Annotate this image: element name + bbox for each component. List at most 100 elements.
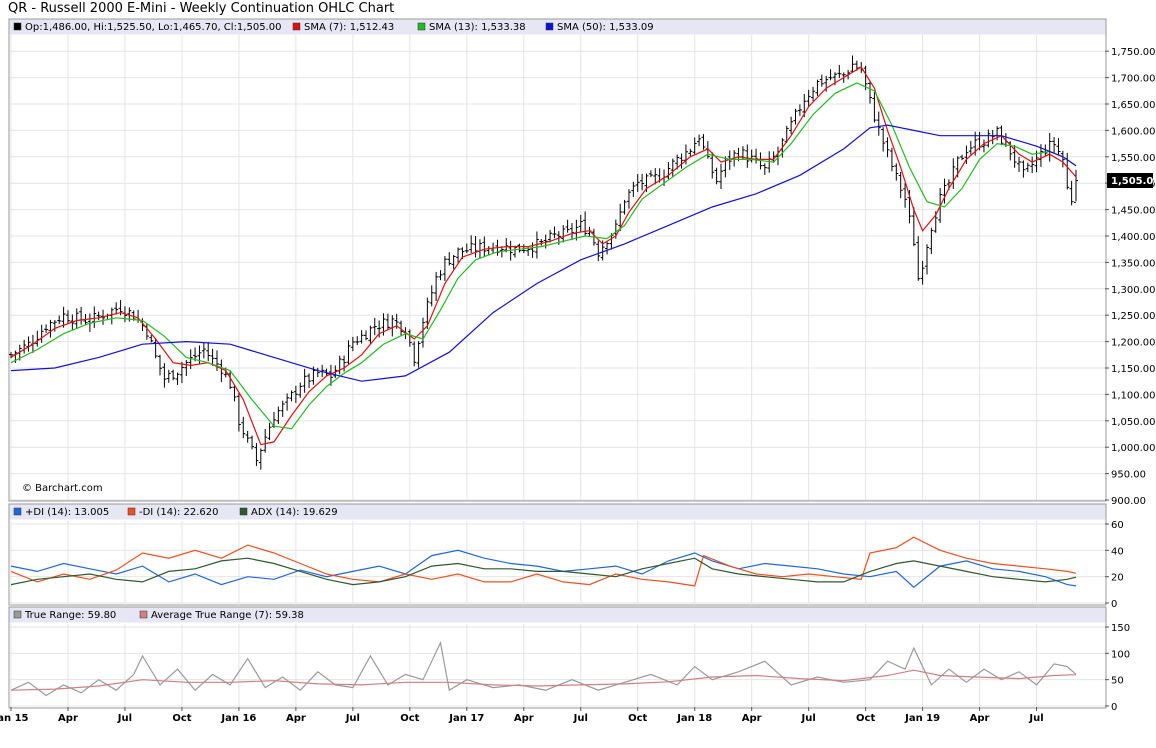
ohlc-bar: [307, 373, 312, 388]
ohlc-bar: [942, 178, 947, 204]
ohlc-bar: [964, 145, 969, 165]
ohlc-bar: [206, 342, 211, 362]
ohlc-bar: [1017, 156, 1022, 172]
tr-axis: 0 50 100 150: [1105, 623, 1130, 713]
ohlc-bar: [61, 306, 66, 328]
ohlc-bar: [815, 79, 820, 96]
ohlc-bar: [1060, 150, 1065, 168]
ohlc-bar: [158, 354, 163, 376]
ohlc-bar: [806, 89, 811, 107]
price-tick: 1,150.00: [1111, 364, 1156, 375]
legend-swatch: [139, 610, 148, 619]
price-tick: 1,250.00: [1111, 311, 1156, 322]
ohlc-bar: [153, 338, 158, 359]
ohlc-bar: [96, 311, 101, 321]
legend-label: True Range: 59.80: [24, 610, 116, 621]
legend-label: Op:1,486.00, Hi:1,525.50, Lo:1,465.70, C…: [25, 22, 281, 33]
ohlc-bar: [201, 342, 206, 359]
ohlc-bar: [701, 134, 706, 150]
ohlc-bar: [425, 297, 430, 329]
ohlc-bar: [92, 306, 97, 328]
legend-label: SMA (7): 1,512.43: [304, 22, 394, 33]
ohlc-bar: [981, 139, 986, 153]
ohlc-bar: [267, 422, 272, 441]
price-axis: 900.00 950.00 1,000.00 1,050.00 1,100.00 1,15…: [1105, 47, 1156, 507]
ohlc-bar: [868, 81, 873, 104]
ohlc-bar: [44, 324, 49, 333]
ohlc-bar: [263, 428, 268, 453]
ohlc-bar: [727, 150, 732, 170]
ohlc-bar: [898, 172, 903, 199]
series-line-2: [10, 536, 1077, 587]
x-tick-label: Jan 16: [220, 713, 256, 724]
price-tick: 950.00: [1111, 470, 1146, 481]
price-tick: 1,100.00: [1111, 390, 1156, 401]
ohlc-bar: [635, 174, 640, 192]
dmi-legend-bar: [9, 504, 1106, 520]
ohlc-bar: [149, 334, 154, 343]
series-line-2: [10, 82, 1077, 430]
ohlc-bar: [789, 116, 794, 135]
ohlc-bar: [675, 154, 680, 170]
dmi-tick: 20: [1111, 573, 1124, 584]
price-tick: 1,300.00: [1111, 285, 1156, 296]
tr-legend-bar: [9, 607, 1106, 623]
tr-tick: 100: [1111, 649, 1130, 660]
ohlc-bar: [346, 340, 351, 365]
dmi-tick: 40: [1111, 546, 1124, 557]
ohlc-bar: [1056, 138, 1061, 155]
x-tick-label: Jul: [1028, 713, 1043, 724]
ohlc-bar: [456, 247, 461, 263]
x-tick-label: Jul: [573, 713, 588, 724]
price-tick: 1,700.00: [1111, 74, 1156, 85]
ohlc-bar: [214, 350, 219, 371]
ohlc-bar: [679, 153, 684, 169]
ohlc-bar: [232, 385, 237, 402]
ohlc-bar: [245, 430, 250, 443]
ohlc-bar: [184, 359, 189, 376]
x-tick-label: Jan 17: [448, 713, 484, 724]
ohlc-bar: [166, 369, 171, 383]
ohlc-bar: [258, 448, 263, 470]
ohlc-bar: [605, 241, 610, 255]
ohlc-bar: [692, 137, 697, 154]
ohlc-bar: [697, 134, 702, 147]
dmi-tick: 0: [1111, 599, 1117, 610]
price-tick: 900.00: [1111, 496, 1146, 507]
price-tick: 1,350.00: [1111, 258, 1156, 269]
ohlc-bar: [171, 369, 176, 381]
x-tick-label: Oct: [856, 713, 875, 724]
ohlc-bar: [473, 235, 478, 258]
ohlc-bar: [293, 385, 298, 403]
ohlc-bar: [648, 170, 653, 178]
ohlc-bar: [114, 302, 119, 315]
ohlc-bar: [280, 400, 285, 417]
tr-lines: [10, 640, 1077, 697]
ohlc-bar: [289, 390, 294, 402]
dmi-tick: 60: [1111, 520, 1124, 531]
ohlc-bar: [811, 86, 816, 102]
ohlc-bar: [894, 163, 899, 181]
tr-tick: 50: [1111, 676, 1124, 687]
ohlc-bar: [543, 234, 548, 249]
x-tick-label: Jul: [345, 713, 360, 724]
ohlc-bar: [442, 256, 447, 282]
ohlc-bar: [653, 168, 658, 185]
price-panel: [8, 18, 1107, 502]
ohlc-bar: [719, 163, 723, 189]
watermark: © Barchart.com: [22, 483, 103, 494]
ohlc-bar: [565, 219, 570, 233]
ohlc-bar: [57, 315, 62, 325]
ohlc-bar: [412, 341, 417, 367]
tr-panel: [8, 606, 1107, 709]
ohlc-bar: [52, 320, 57, 332]
price-legend: Op:1,486.00, Hi:1,525.50, Lo:1,465.70, C…: [13, 22, 654, 33]
ohlc-bar: [631, 181, 636, 198]
ohlc-bar: [569, 222, 574, 241]
ohlc-bar: [469, 235, 474, 253]
x-tick-label: Oct: [628, 713, 647, 724]
price-tick: 1,600.00: [1111, 126, 1156, 137]
ohlc-bar: [960, 154, 965, 161]
ohlc-bar: [688, 148, 693, 157]
